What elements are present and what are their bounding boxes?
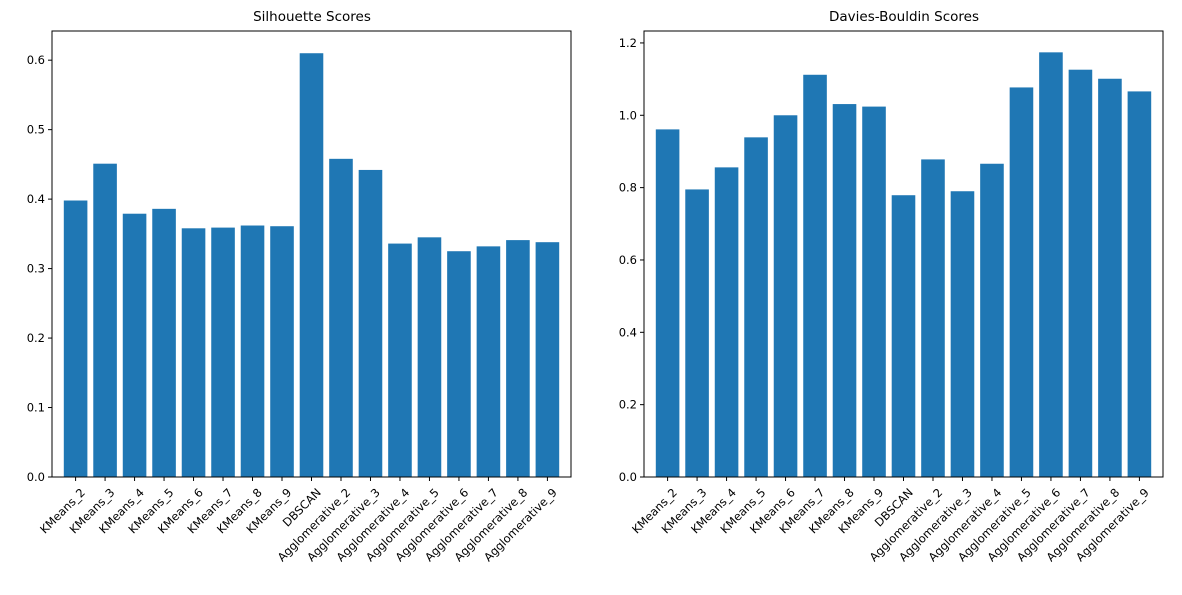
y-tick-label: 0.0	[619, 470, 637, 484]
bar-agglomerative-7	[476, 246, 501, 477]
y-tick-label: 0.1	[27, 401, 45, 415]
bar-kmeans-6	[181, 228, 206, 477]
bar-kmeans-4	[122, 213, 147, 477]
y-tick-label: 0.4	[27, 192, 45, 206]
bar-kmeans-4	[714, 167, 739, 477]
y-tick-label: 0.2	[619, 398, 637, 412]
bar-agglomerative-7	[1068, 69, 1093, 477]
bar-agglomerative-6	[1039, 52, 1063, 478]
y-tick-label: 0.4	[619, 325, 637, 339]
y-tick-label: 1.0	[619, 108, 637, 122]
bar-kmeans-3	[685, 189, 709, 477]
bar-agglomerative-3	[950, 191, 975, 478]
y-tick-label: 0.5	[27, 123, 45, 137]
silhouette-chart: Silhouette Scores 0.00.10.20.30.40.50.6K…	[27, 9, 572, 564]
y-tick-label: 0.6	[27, 53, 45, 67]
bar-kmeans-8	[240, 225, 265, 477]
bar-agglomerative-2	[921, 159, 945, 477]
bar-agglomerative-2	[329, 158, 353, 477]
bar-agglomerative-3	[358, 169, 383, 477]
bar-agglomerative-4	[980, 163, 1004, 477]
bar-agglomerative-6	[447, 251, 471, 477]
y-tick-label: 0.2	[27, 331, 45, 345]
bar-agglomerative-4	[388, 243, 412, 477]
bar-agglomerative-8	[1098, 78, 1122, 477]
bar-kmeans-6	[773, 115, 798, 477]
bar-kmeans-2	[655, 129, 680, 477]
y-tick-label: 1.2	[619, 36, 637, 50]
bar-agglomerative-5	[417, 237, 442, 477]
bar-agglomerative-9	[535, 242, 560, 477]
bar-agglomerative-8	[506, 240, 530, 477]
bar-kmeans-7	[803, 74, 827, 478]
y-tick-label: 0.6	[619, 253, 637, 267]
bar-agglomerative-5	[1009, 87, 1034, 478]
bar-dbscan	[891, 195, 916, 477]
bar-kmeans-5	[744, 137, 768, 477]
bar-kmeans-2	[63, 200, 88, 477]
bar-kmeans-5	[152, 208, 176, 477]
y-tick-label: 0.0	[27, 470, 45, 484]
bar-kmeans-9	[270, 226, 294, 477]
bar-kmeans-7	[211, 227, 235, 477]
bar-kmeans-9	[862, 106, 886, 477]
davies-bouldin-chart: Davies-Bouldin Scores 0.0 0.2 0.4 0.6 0.8 1.0…	[619, 9, 1164, 564]
bar-kmeans-8	[832, 104, 857, 477]
y-tick-label: 0.3	[27, 262, 45, 276]
bar-dbscan	[299, 53, 324, 477]
y-tick-label: 0.8	[619, 181, 637, 195]
bar-kmeans-3	[93, 163, 117, 477]
chart-title-silhouette: Silhouette Scores	[253, 9, 371, 25]
bar-agglomerative-9	[1127, 91, 1152, 477]
chart-title-davies-bouldin: Davies-Bouldin Scores	[829, 9, 979, 25]
